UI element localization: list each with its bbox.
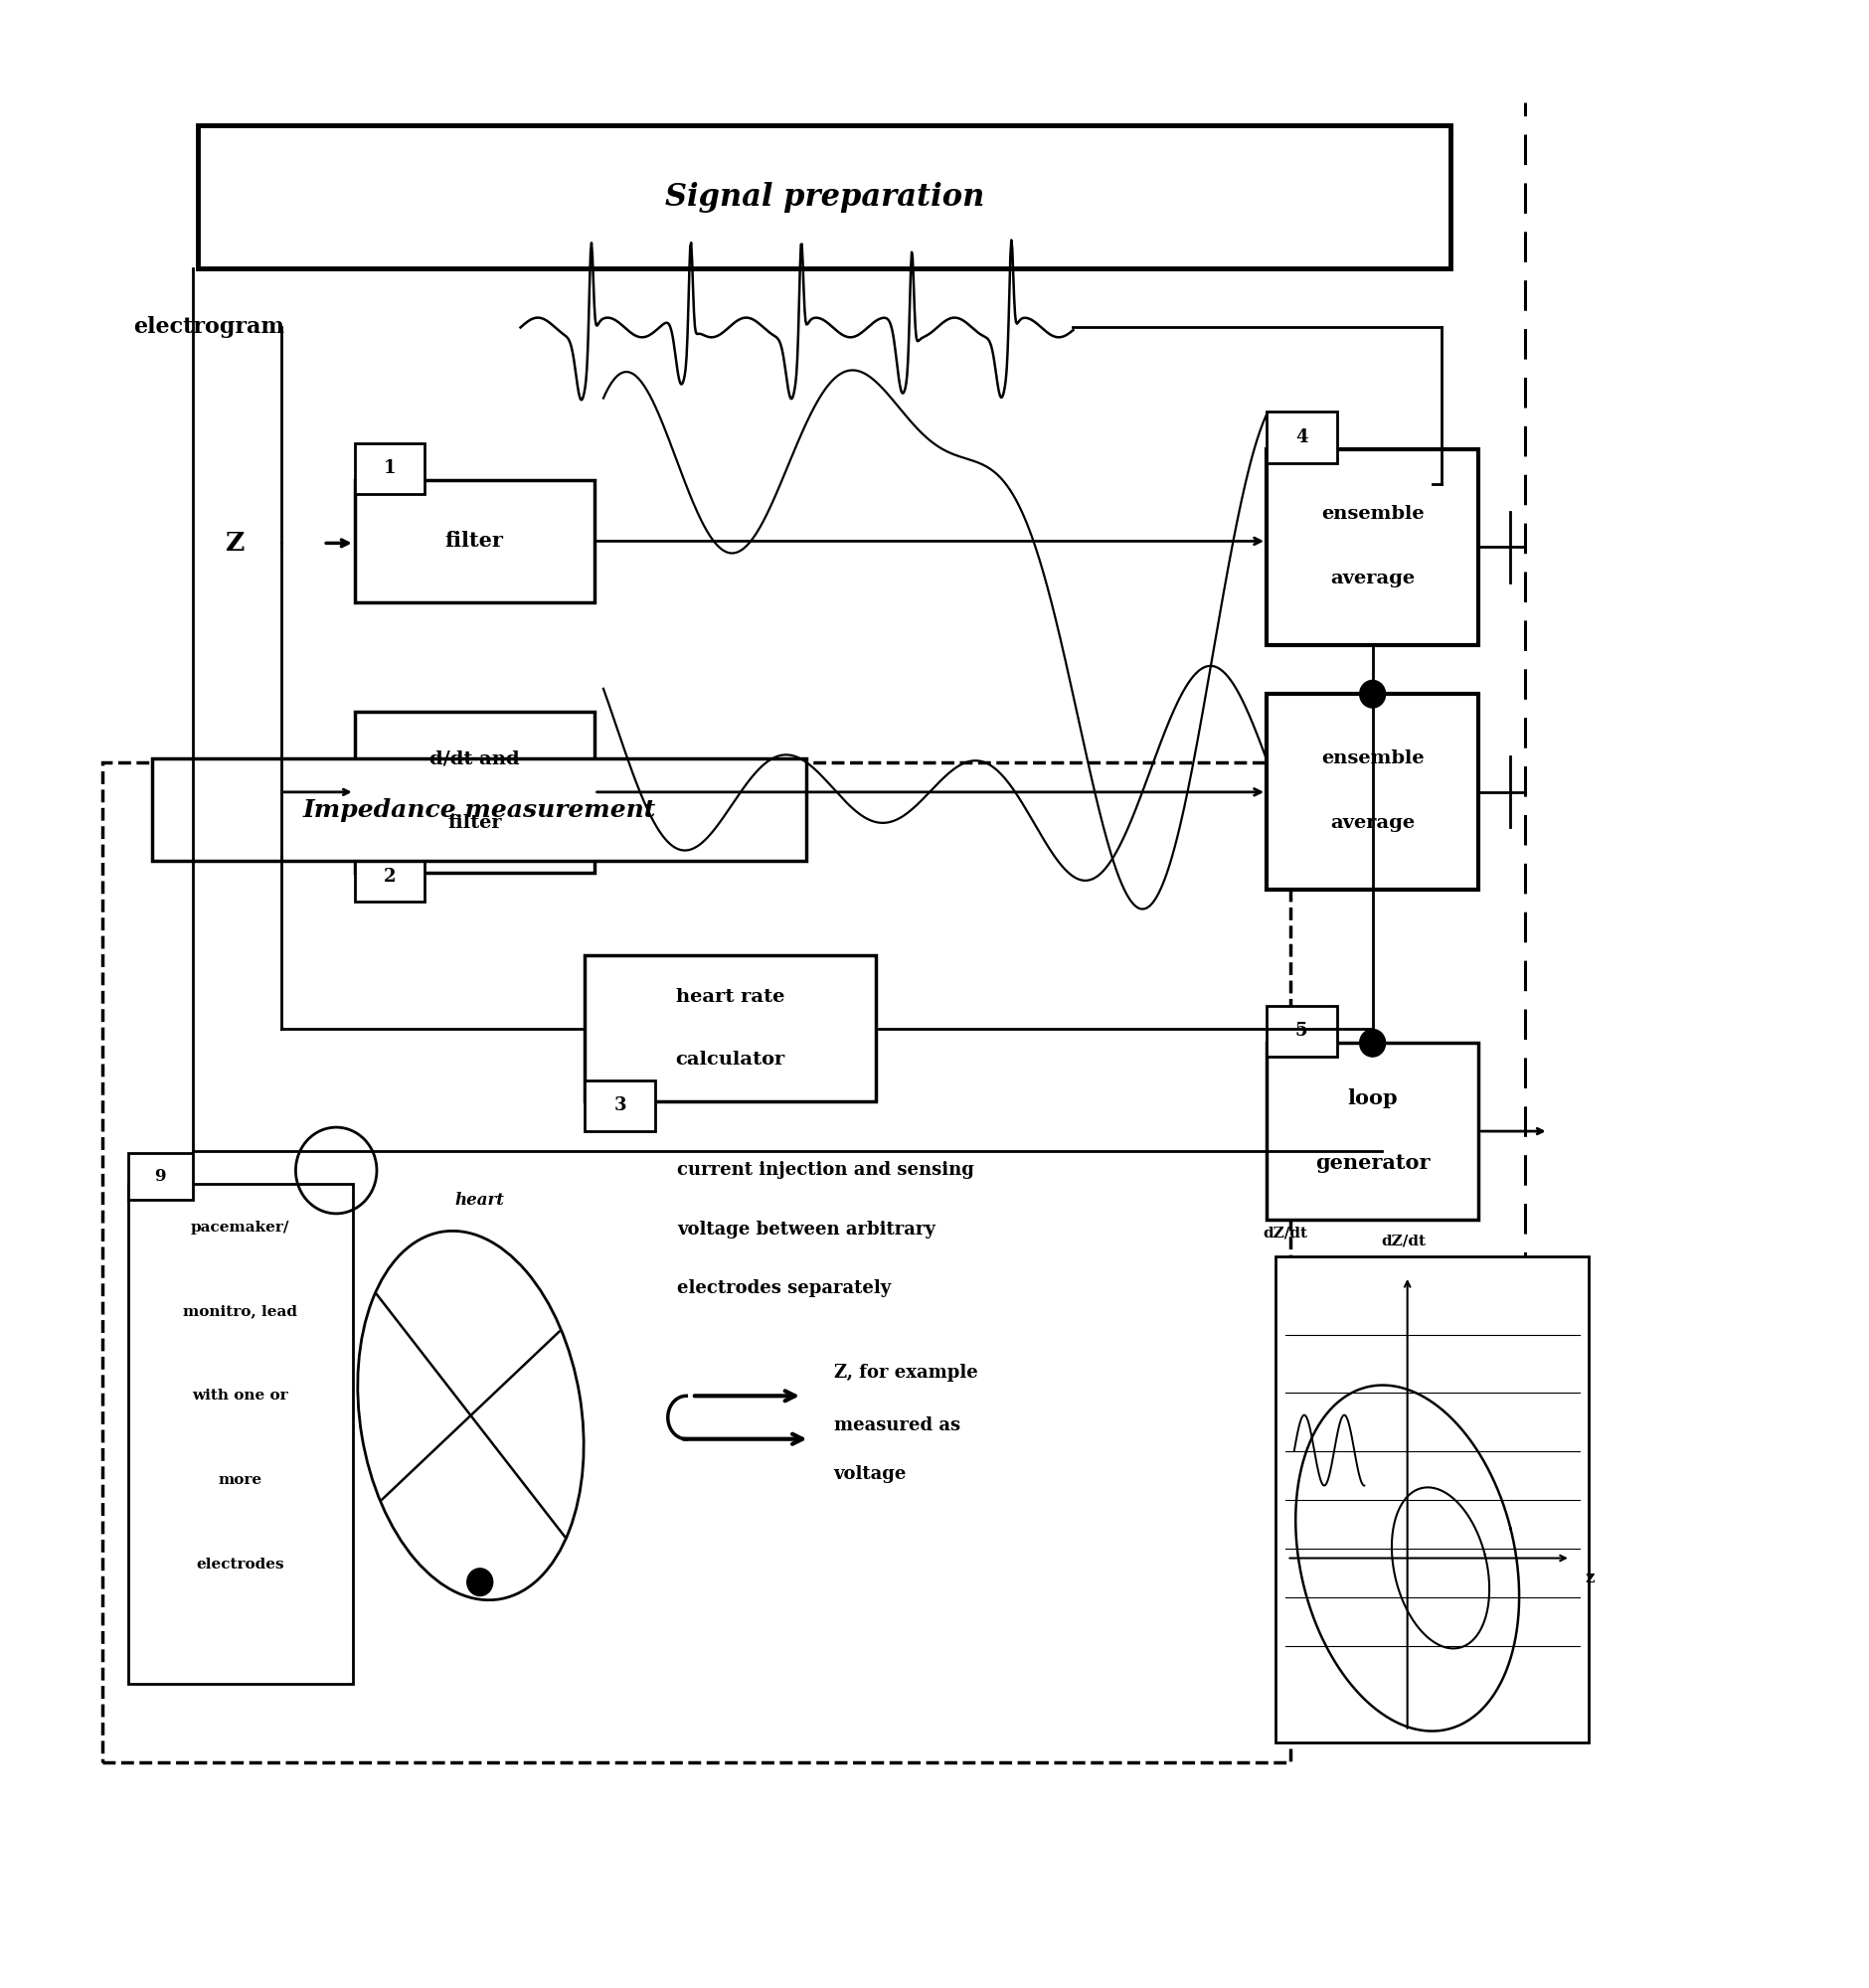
Text: measured as: measured as [834,1415,959,1433]
Bar [355,481,594,602]
Text: 3: 3 [613,1097,626,1115]
Bar [1265,694,1478,891]
Bar [151,759,806,861]
Circle shape [1359,1030,1385,1058]
Text: filter: filter [447,815,501,833]
Text: average: average [1329,569,1415,586]
Bar [127,1185,353,1684]
Text: 2: 2 [383,867,396,885]
Text: electrogram: electrogram [133,316,284,338]
Text: 1: 1 [383,459,396,477]
Text: Impedance measurement: Impedance measurement [303,797,656,821]
Text: with one or: with one or [193,1390,288,1404]
Text: more: more [219,1473,262,1487]
Bar [1265,412,1336,463]
Bar [1275,1256,1589,1743]
Bar [355,712,594,873]
Bar [127,1153,193,1201]
Text: d/dt and: d/dt and [430,749,520,767]
Text: calculator: calculator [675,1052,785,1070]
Text: monitro, lead: monitro, lead [183,1304,297,1318]
Circle shape [1359,680,1385,708]
Text: pacemaker/: pacemaker/ [191,1221,290,1235]
Text: voltage between arbitrary: voltage between arbitrary [677,1221,934,1239]
Bar [585,1079,654,1131]
Text: filter: filter [445,531,503,551]
Text: Z, for example: Z, for example [834,1364,977,1382]
Text: voltage: voltage [834,1465,906,1483]
Bar [355,443,424,495]
Text: 5: 5 [1295,1022,1306,1040]
Text: Z: Z [226,531,245,555]
Text: z: z [1585,1569,1594,1586]
Bar [198,125,1450,268]
Bar [1265,1044,1478,1219]
Bar [103,763,1290,1763]
Text: 9: 9 [155,1167,166,1185]
Text: Signal preparation: Signal preparation [663,181,983,213]
Text: average: average [1329,815,1415,833]
Bar [1265,449,1478,644]
Text: heart rate: heart rate [677,988,785,1006]
Text: ensemble: ensemble [1320,505,1424,523]
Text: electrodes: electrodes [196,1557,284,1571]
Text: ensemble: ensemble [1320,749,1424,767]
Text: dZ/dt: dZ/dt [1381,1235,1426,1248]
Text: dZ/dt: dZ/dt [1262,1227,1306,1241]
Bar [1265,1006,1336,1058]
Bar [585,954,875,1101]
Text: 4: 4 [1295,427,1306,445]
Text: current injection and sensing: current injection and sensing [677,1161,974,1179]
Text: loop: loop [1348,1087,1396,1107]
Bar [355,851,424,903]
Text: heart: heart [454,1191,505,1209]
Circle shape [467,1569,493,1596]
Text: electrodes separately: electrodes separately [677,1278,892,1296]
Text: generator: generator [1314,1153,1430,1173]
